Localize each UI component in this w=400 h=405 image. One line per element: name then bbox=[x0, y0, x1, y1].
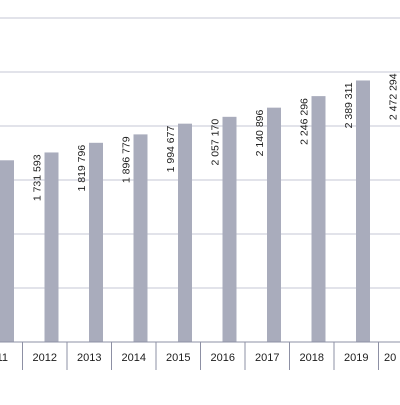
x-tick-label: 2014 bbox=[122, 352, 146, 364]
bar-2013 bbox=[89, 142, 103, 342]
value-label: 2 246 296 bbox=[299, 98, 311, 145]
bar-2011 bbox=[0, 160, 14, 342]
x-tick-label: 2015 bbox=[166, 352, 190, 364]
bar-2016 bbox=[222, 116, 237, 343]
value-label: 1 819 796 bbox=[76, 145, 88, 192]
x-tick-label: 2013 bbox=[77, 352, 101, 364]
x-tick-label: 2016 bbox=[211, 352, 235, 364]
bar-2014 bbox=[133, 134, 148, 342]
value-label: 2 057 170 bbox=[210, 119, 222, 166]
value-label: 1 994 677 bbox=[165, 126, 177, 173]
value-label: 2 140 896 bbox=[254, 110, 266, 157]
bar-2015 bbox=[178, 123, 192, 343]
value-label: 1 896 779 bbox=[121, 136, 133, 183]
value-label: 1 731 593 bbox=[32, 154, 44, 201]
x-tick-label: 2011 bbox=[0, 352, 8, 364]
bar-2017 bbox=[267, 107, 281, 342]
value-label: 2 472 294 bbox=[388, 73, 400, 120]
x-tick-label: 2012 bbox=[33, 352, 57, 364]
bar-2019 bbox=[356, 80, 370, 342]
bar-2018 bbox=[311, 96, 326, 343]
value-label: 2 389 311 bbox=[343, 82, 355, 128]
bar-2012 bbox=[44, 152, 59, 342]
x-tick-label: 20 bbox=[384, 352, 396, 364]
x-tick-label: 2017 bbox=[255, 352, 279, 364]
x-tick-label: 2019 bbox=[344, 352, 368, 364]
x-tick-label: 2018 bbox=[300, 352, 324, 364]
